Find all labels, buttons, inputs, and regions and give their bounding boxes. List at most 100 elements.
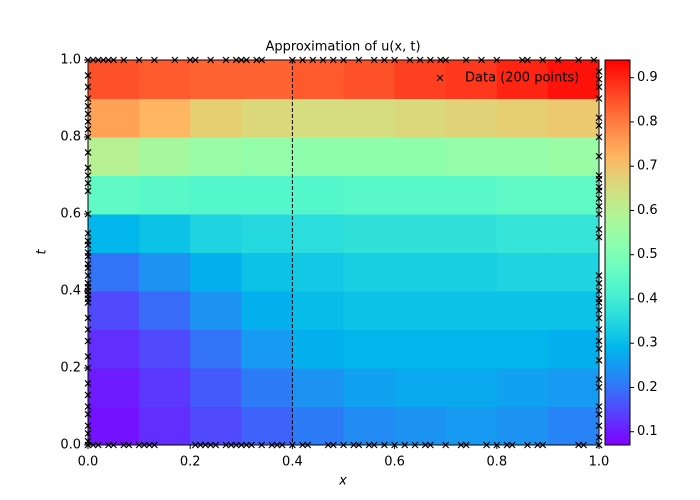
heatmap-cell	[343, 214, 396, 253]
heatmap-cell	[139, 406, 191, 446]
x-tick-label: 1.0	[589, 455, 610, 470]
heatmap-cell	[496, 98, 549, 138]
heatmap-cell	[445, 175, 498, 215]
y-tick-label: 0.2	[60, 361, 81, 376]
heatmap-cell	[343, 291, 396, 330]
heatmap-cell	[292, 175, 344, 215]
colorbar-tick-label: 0.6	[637, 203, 658, 218]
heatmap-cell	[394, 60, 447, 99]
heatmap-cell	[445, 368, 498, 407]
heatmap-cell	[241, 214, 293, 253]
x-tick-label: 0.4	[282, 455, 303, 470]
y-tick-label: 0.6	[60, 207, 81, 222]
heatmap-cell	[547, 368, 600, 407]
heatmap-cell	[190, 291, 242, 330]
y-axis-label: t	[35, 249, 50, 255]
colorbar-tick-label: 0.9	[637, 70, 658, 85]
heatmap-cell	[292, 406, 344, 446]
heatmap-cell	[496, 291, 549, 330]
heatmap-cell	[394, 214, 447, 253]
heatmap-cell	[241, 60, 293, 99]
x-tick-label: 0.8	[486, 455, 507, 470]
heatmap-cell	[496, 252, 549, 292]
heatmap-cell	[394, 406, 447, 446]
heatmap-cell	[190, 329, 242, 369]
heatmap-cell	[88, 60, 140, 99]
heatmap-cell	[394, 175, 447, 215]
heatmap-cell	[190, 175, 242, 215]
heatmap-cell	[343, 60, 396, 99]
heatmap-cell	[139, 291, 191, 330]
heatmap-cell	[496, 137, 549, 176]
heatmap-cell	[394, 368, 447, 407]
colorbar-tick-label: 0.8	[637, 114, 658, 129]
heatmap-cell	[241, 252, 293, 292]
heatmap-cell	[445, 98, 498, 138]
heatmap-cell	[88, 291, 140, 330]
heatmap-cell	[190, 214, 242, 253]
heatmap-cell	[88, 368, 140, 407]
heatmap-cell	[445, 137, 498, 176]
heatmap-cell	[190, 60, 242, 99]
x-tick-label: 0.0	[78, 455, 99, 470]
heatmap-cell	[343, 137, 396, 176]
y-tick-label: 0.0	[60, 438, 81, 453]
heatmap-cell	[241, 137, 293, 176]
heatmap-cell	[88, 175, 140, 215]
y-tick-label: 0.8	[60, 130, 81, 145]
heatmap-cell	[139, 329, 191, 369]
heatmap-cell	[190, 368, 242, 407]
heatmap-cell	[343, 252, 396, 292]
heatmap-cell	[292, 252, 344, 292]
heatmap-cell	[343, 329, 396, 369]
heatmap-cell	[292, 60, 344, 99]
heatmap-cell	[394, 98, 447, 138]
heatmap-cell	[445, 60, 498, 99]
heatmap-cell	[139, 214, 191, 253]
colorbar-tick-label: 0.3	[637, 336, 658, 351]
heatmap-cell	[241, 291, 293, 330]
heatmap-cell	[190, 137, 242, 176]
heatmap-cell	[241, 175, 293, 215]
heatmap-cell	[496, 406, 549, 446]
heatmap-cell	[292, 137, 344, 176]
heatmap-cell	[139, 252, 191, 292]
heatmap-cell	[88, 406, 140, 446]
heatmap-cell	[496, 175, 549, 215]
x-tick-label: 0.2	[180, 455, 201, 470]
heatmap-cell	[292, 368, 344, 407]
heatmap-cell	[343, 175, 396, 215]
heatmap-cell	[445, 291, 498, 330]
heatmap-cell	[547, 98, 600, 138]
heatmap-cell	[394, 329, 447, 369]
heatmap-cell	[292, 214, 344, 253]
heatmap-cell	[292, 329, 344, 369]
heatmap-cell	[139, 175, 191, 215]
heatmap-cell	[547, 291, 600, 330]
heatmap-cell	[496, 329, 549, 369]
heatmap-cell	[445, 214, 498, 253]
colorbar	[604, 59, 631, 446]
plot-frame	[87, 59, 600, 446]
heatmap-cell	[445, 252, 498, 292]
heatmap-cell	[241, 406, 293, 446]
heatmap-cell	[292, 98, 344, 138]
heatmap-cell	[88, 98, 140, 138]
colorbar-tick-label: 0.7	[637, 159, 658, 174]
heatmap-cell	[547, 60, 600, 99]
heatmap-cell	[445, 329, 498, 369]
heatmap-cell	[190, 252, 242, 292]
heatmap-cell	[547, 137, 600, 176]
heatmap-cell	[139, 60, 191, 99]
heatmap-cell	[88, 137, 140, 176]
heatmap-cell	[241, 329, 293, 369]
colorbar-tick-label: 0.5	[637, 247, 658, 262]
heatmap-cell	[496, 60, 549, 99]
heatmap-cell	[139, 98, 191, 138]
colorbar-tick-label: 0.2	[637, 380, 658, 395]
chart-title: Approximation of u(x, t)	[265, 40, 420, 55]
heatmap-cell	[88, 214, 140, 253]
heatmap-cell	[445, 406, 498, 446]
heatmap-cell	[547, 329, 600, 369]
y-tick-label: 1.0	[60, 53, 81, 68]
